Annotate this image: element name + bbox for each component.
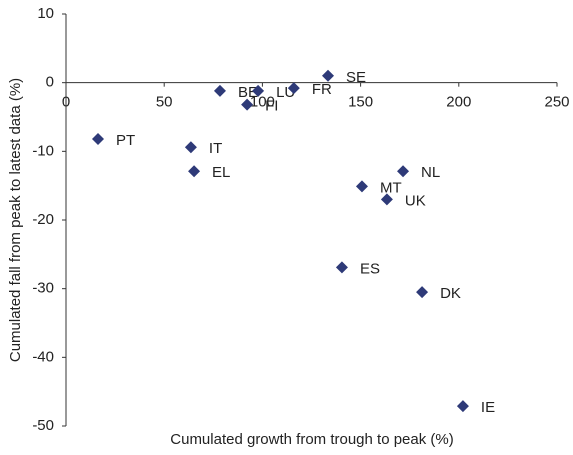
x-tick-label: 200: [446, 94, 471, 111]
x-axis-title: Cumulated growth from trough to peak (%): [170, 431, 453, 448]
point: [355, 180, 368, 193]
point-label: PT: [116, 132, 135, 149]
point: [287, 82, 300, 95]
point: [397, 165, 410, 178]
x-tick-label: 250: [544, 94, 569, 111]
point-label: NL: [421, 164, 440, 181]
point: [184, 141, 197, 154]
point: [213, 84, 226, 97]
x-tick-label: 0: [62, 94, 70, 111]
point: [188, 165, 201, 178]
point-label: SE: [346, 69, 366, 86]
y-tick-label: -10: [32, 142, 54, 159]
point: [380, 193, 393, 206]
x-tick-label: 100: [250, 94, 275, 111]
y-tick-label: -30: [32, 280, 54, 297]
point-label: EL: [212, 164, 230, 181]
point: [321, 69, 334, 82]
point-label: BE: [238, 84, 258, 101]
x-tick-label: 50: [156, 94, 173, 111]
point-label: FI: [265, 98, 278, 115]
point: [416, 286, 429, 299]
point: [92, 132, 105, 145]
point: [241, 98, 254, 111]
point-label: MT: [380, 179, 402, 196]
point: [252, 84, 265, 97]
y-tick-label: -40: [32, 348, 54, 365]
y-tick-label: -20: [32, 211, 54, 228]
y-tick-label: 10: [37, 5, 54, 22]
y-axis-title: Cumulated fall from peak to latest data …: [7, 78, 24, 362]
point-label: IT: [209, 140, 222, 157]
point-label: ES: [360, 260, 380, 277]
y-tick-label: 0: [46, 74, 54, 91]
x-tick-label: 150: [348, 94, 373, 111]
point: [456, 400, 469, 413]
point-label: IE: [481, 399, 495, 416]
point-label: UK: [405, 192, 426, 209]
y-tick-label: -50: [32, 417, 54, 434]
point-label: DK: [440, 285, 461, 302]
point-label: FR: [312, 81, 332, 98]
point: [335, 261, 348, 274]
